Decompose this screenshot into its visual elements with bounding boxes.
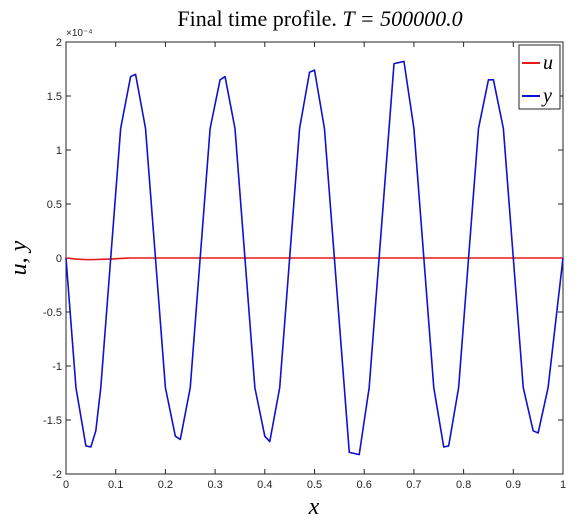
- chart-title-math: T = 500000.0: [342, 6, 462, 31]
- y-tick-label: -1: [52, 361, 62, 373]
- y-exponent-label: ×10⁻⁴: [66, 28, 93, 39]
- legend-label-u: u: [543, 52, 553, 74]
- x-tick-label: 0.6: [357, 479, 372, 491]
- x-tick-label: 0.1: [108, 479, 123, 491]
- x-tick-label: 0: [63, 479, 69, 491]
- y-tick-label: 1.5: [47, 91, 62, 103]
- x-tick-label: 0.4: [257, 479, 272, 491]
- legend-box: [518, 44, 561, 110]
- y-tick-label: 0.5: [47, 199, 62, 211]
- y-tick-label: -2: [52, 469, 62, 481]
- y-tick-label: 2: [56, 37, 62, 49]
- y-tick-label: -1.5: [43, 415, 62, 427]
- chart-title: Final time profile. T = 500000.0: [177, 6, 462, 31]
- x-tick-label: 0.5: [307, 479, 322, 491]
- legend: u y: [518, 44, 561, 110]
- chart-title-text: Final time profile.: [177, 6, 342, 31]
- y-axis-label: u, y: [6, 240, 32, 275]
- y-tick-label: -0.5: [43, 307, 62, 319]
- y-axis-ticks: -2 -1.5 -1 -0.5 0 0.5 1 1.5 2: [43, 37, 563, 481]
- y-tick-label: 0: [56, 253, 62, 265]
- x-tick-label: 0.7: [406, 479, 421, 491]
- legend-label-y: y: [541, 85, 552, 107]
- x-tick-label: 0.2: [158, 479, 173, 491]
- x-axis-ticks: 0 0.1 0.2 0.3 0.4 0.5 0.6 0.7 0.8 0.9 1: [63, 42, 566, 491]
- x-axis-label: x: [308, 494, 320, 520]
- y-tick-label: 1: [56, 145, 62, 157]
- x-tick-label: 0.3: [207, 479, 222, 491]
- series-line-u: [65, 257, 563, 261]
- x-tick-label: 0.9: [506, 479, 521, 491]
- x-tick-label: 1: [560, 479, 566, 491]
- series-line-y: [65, 60, 564, 456]
- x-tick-label: 0.8: [456, 479, 471, 491]
- series-layer: [65, 60, 564, 456]
